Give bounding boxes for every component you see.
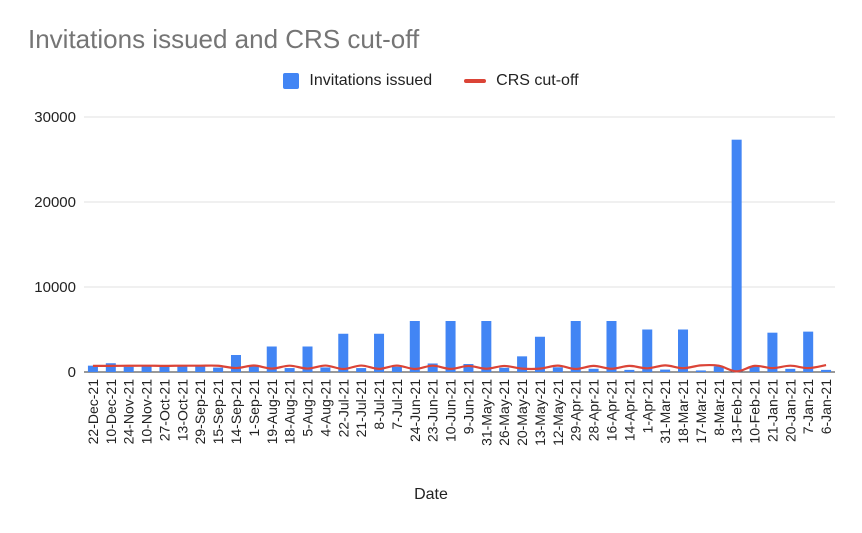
x-tick-label-14: 22-Jul-21 [335,379,351,438]
bar-39 [785,368,796,372]
x-tick-label-40: 7-Jan-21 [800,379,816,434]
x-tick-label-10: 19-Aug-21 [264,379,280,445]
x-tick-label-33: 18-Mar-21 [675,379,691,444]
x-tick-label-24: 20-May-21 [514,379,530,446]
x-tick-label-5: 13-Oct-21 [174,379,190,441]
x-tick-label-3: 10-Nov-21 [139,379,155,445]
x-tick-label-38: 21-Jan-21 [764,379,780,442]
x-tick-label-8: 14-Sep-21 [228,379,244,445]
bar-34 [695,370,706,372]
x-tick-label-12: 5-Aug-21 [300,379,316,437]
x-tick-label-9: 1-Sep-21 [246,379,262,437]
x-tick-label-15: 21-Jul-21 [353,379,369,438]
bar-24 [517,356,528,372]
x-axis-label: Date [414,486,448,503]
x-tick-label-11: 18-Aug-21 [282,379,298,445]
x-tick-label-17: 7-Jul-21 [389,379,405,430]
x-tick-label-41: 6-Jan-21 [818,379,834,434]
crs-cutoff-line [92,363,827,373]
bar-18 [409,321,420,372]
bar-40 [803,331,814,372]
x-tick-label-39: 20-Jan-21 [782,379,798,442]
y-tick-label-1: 10000 [34,279,76,296]
x-tick-label-28: 28-Apr-21 [586,379,602,441]
bar-30 [624,369,635,372]
legend-swatch-invitations [283,73,300,89]
bar-7 [213,367,224,372]
bar-25 [534,336,545,372]
x-tick-label-18: 24-Jun-21 [407,379,423,442]
bar-6 [195,365,206,372]
x-tick-label-2: 24-Nov-21 [121,379,137,445]
bar-14 [338,333,349,372]
bar-9 [248,365,259,372]
bar-2 [123,366,134,372]
y-tick-label-2: 20000 [34,194,76,211]
x-tick-label-31: 1-Apr-21 [639,379,655,434]
x-tick-label-20: 10-Jun-21 [443,379,459,442]
y-tick-label-3: 30000 [34,109,76,126]
bar-32 [660,369,671,372]
bar-33 [678,329,689,372]
x-tick-label-27: 29-Apr-21 [568,379,584,441]
bar-36 [731,139,742,372]
x-tick-label-0: 22-Dec-21 [85,379,101,445]
bar-20 [445,321,456,372]
bar-23 [499,367,510,372]
x-tick-label-16: 8-Jul-21 [371,379,387,430]
bar-38 [767,332,778,372]
chart-title: Invitations issued and CRS cut-off [28,24,420,54]
x-tick-label-35: 8-Mar-21 [711,379,727,436]
legend-label-invitations: Invitations issued [309,72,433,89]
bar-31 [642,329,653,372]
x-tick-label-37: 10-Feb-21 [747,379,763,444]
x-tick-label-34: 17-Mar-21 [693,379,709,444]
bar-26 [552,367,563,372]
x-tick-label-6: 29-Sep-21 [192,379,208,445]
bar-22 [481,321,492,372]
bar-4 [159,365,170,372]
x-tick-label-23: 26-May-21 [496,379,512,446]
legend: Invitations issued CRS cut-off [0,72,862,90]
bar-37 [749,366,760,372]
bar-16 [374,333,385,372]
x-tick-label-36: 13-Feb-21 [729,379,745,444]
x-tick-label-13: 4-Aug-21 [317,379,333,437]
bar-8 [230,355,241,372]
x-tick-label-29: 16-Apr-21 [603,379,619,441]
bar-27 [570,321,581,372]
x-tick-label-30: 14-Apr-21 [621,379,637,441]
bar-1 [105,363,116,372]
bar-13 [320,367,331,372]
bar-17 [391,366,402,372]
x-tick-label-32: 31-Mar-21 [657,379,673,444]
bar-3 [141,365,152,372]
legend-label-crs: CRS cut-off [496,72,579,89]
bar-15 [356,368,367,372]
legend-item-invitations[interactable]: Invitations issued [283,72,432,90]
x-tick-label-21: 9-Jun-21 [460,379,476,434]
legend-item-crs[interactable]: CRS cut-off [464,72,579,90]
x-tick-label-26: 12-May-21 [550,379,566,446]
x-tick-label-19: 23-Jun-21 [425,379,441,442]
y-tick-label-0: 0 [68,364,76,381]
bar-19 [427,363,438,372]
bar-28 [588,368,599,372]
x-tick-label-22: 31-May-21 [478,379,494,446]
x-tick-label-4: 27-Oct-21 [156,379,172,441]
bar-21 [463,364,474,372]
bar-41 [821,369,832,372]
bar-12 [302,346,313,372]
x-tick-label-7: 15-Sep-21 [210,379,226,445]
x-tick-label-1: 10-Dec-21 [103,379,119,445]
bar-5 [177,366,188,372]
bar-29 [606,321,617,372]
bar-11 [284,368,295,372]
bar-0 [87,365,98,372]
bar-10 [266,346,277,372]
x-tick-label-25: 13-May-21 [532,379,548,446]
legend-swatch-crs [464,79,487,83]
bar-35 [713,366,724,372]
